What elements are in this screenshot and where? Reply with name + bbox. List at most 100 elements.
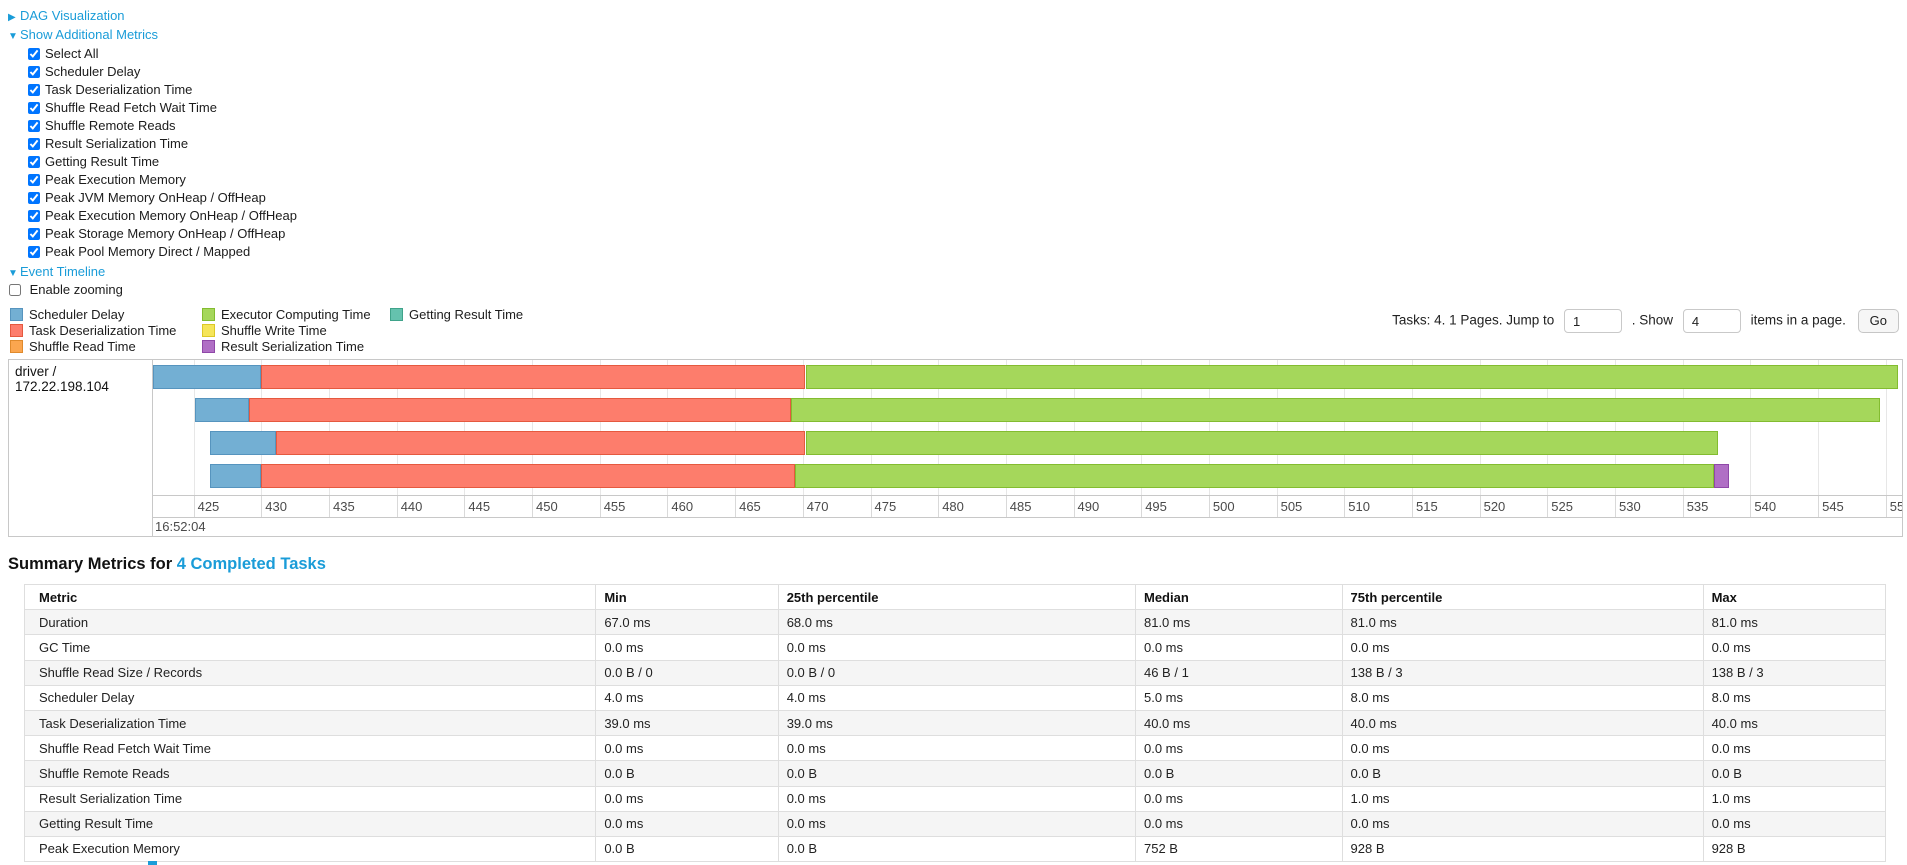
metric-checkbox-shuffle-remote-reads[interactable] (28, 120, 40, 132)
plot-gridline (1885, 360, 1887, 495)
metric-value-cell: 0.0 ms (1341, 735, 1704, 762)
legend-label: Getting Result Time (409, 307, 524, 322)
summary-table-row: Scheduler Delay 4.0 ms 4.0 ms 5.0 ms 8.0 ms 8… (23, 684, 1887, 711)
axis-tick-label: 470 (806, 499, 829, 514)
task-bar-segment-task-deserialization[interactable] (261, 365, 806, 389)
task-bar-segment-scheduler-delay[interactable] (153, 365, 262, 389)
task-bar-segment-scheduler-delay[interactable] (195, 398, 250, 422)
metric-checkbox-getting-result-time[interactable] (28, 156, 40, 168)
task-bar-segment-executor-computing[interactable] (794, 464, 1714, 488)
legend-label: Shuffle Read Time (29, 339, 136, 354)
metric-value-cell: 752 B (1134, 835, 1343, 863)
task-bar-segment-scheduler-delay[interactable] (209, 431, 277, 455)
metric-value-cell: 138 B / 3 (1341, 659, 1704, 686)
axis-tick (1615, 496, 1616, 517)
metric-value-cell: 8.0 ms (1702, 684, 1887, 711)
metric-name-cell: Scheduler Delay (23, 684, 597, 711)
time-major-label: 16:52:04 (155, 519, 206, 534)
summary-table-row: Shuffle Remote Reads 0.0 B 0.0 B 0.0 B 0.0 B… (23, 760, 1887, 787)
metric-checkbox-peak-execution-memory-onheap-offheap[interactable] (28, 210, 40, 222)
summary-table-row: Duration 67.0 ms 68.0 ms 81.0 ms 81.0 ms 81.0… (23, 609, 1887, 636)
plot-gridline (802, 360, 804, 495)
additional-metrics-list: Select All Scheduler Delay Task Deserializ… (28, 45, 1907, 261)
axis-tick-label: 475 (874, 499, 897, 514)
metric-checkbox-label: Shuffle Read Fetch Wait Time (45, 100, 217, 115)
axis-tick-label: 530 (1619, 499, 1641, 514)
metric-value-cell: 0.0 ms (1341, 634, 1704, 661)
metric-value-cell: 0.0 ms (595, 735, 779, 762)
metric-checkbox-peak-jvm-memory-onheap-offheap[interactable] (28, 192, 40, 204)
metric-value-cell: 0.0 ms (1134, 785, 1343, 812)
metric-name-cell: Peak Execution Memory (23, 835, 597, 863)
metric-checkbox-task-deserialization-time[interactable] (28, 84, 40, 96)
axis-tick (1073, 496, 1075, 517)
legend-label: Executor Computing Time (221, 307, 371, 322)
plot-gridline (1818, 360, 1820, 495)
completed-tasks-link[interactable]: 4 Completed Tasks (176, 555, 326, 573)
cropped-next-section-link (148, 861, 157, 865)
axis-tick-label: 480 (942, 499, 964, 514)
metric-value-cell: 0.0 ms (1702, 634, 1887, 661)
metric-value-cell: 67.0 ms (595, 609, 779, 636)
metric-checkbox-peak-pool-memory-direct-mapped[interactable] (28, 246, 40, 258)
expand-arrow-icon: ▼ (8, 268, 18, 279)
axis-tick (599, 496, 601, 517)
axis-tick-label: 525 (1551, 499, 1573, 514)
metric-value-cell: 4.0 ms (595, 684, 779, 711)
legend-column: Getting Result Time (390, 307, 523, 323)
plot-gridline (599, 360, 601, 495)
axis-tick (802, 496, 804, 517)
enable-zooming-label: Enable zooming (29, 282, 123, 297)
metric-checkbox-peak-storage-memory-onheap-offheap[interactable] (28, 228, 40, 240)
summary-metrics-table: Metric Min 25th percentile Median 75th perce… (23, 583, 1887, 863)
plot-gridline (870, 360, 872, 495)
metric-value-cell: 40.0 ms (1702, 709, 1887, 737)
metric-option-row: Result Serialization Time (28, 135, 1907, 153)
metric-value-cell: 5.0 ms (1134, 684, 1343, 711)
legend-item-result-serialization: Result Serialization Time (202, 339, 371, 354)
metric-value-cell: 0.0 ms (777, 735, 1136, 762)
scheduler-delay-swatch-icon (10, 308, 23, 321)
task-bar-segment-executor-computing[interactable] (790, 398, 1881, 422)
task-bar-segment-task-deserialization[interactable] (261, 464, 795, 488)
go-button[interactable]: Go (1857, 309, 1899, 333)
metric-value-cell: 928 B (1702, 835, 1887, 863)
axis-line (153, 495, 1902, 496)
metric-value-cell: 40.0 ms (1134, 709, 1343, 737)
axis-tick-label: 540 (1754, 499, 1777, 514)
dag-visualization-link[interactable]: DAG Visualization (20, 8, 125, 23)
metric-option-row: Select All (28, 45, 1907, 63)
summary-col-header-metric: Metric (23, 583, 597, 611)
task-bar-segment-scheduler-delay[interactable] (209, 464, 262, 488)
summary-col-header-min: Min (595, 583, 779, 611)
show-additional-metrics-link[interactable]: Show Additional Metrics (20, 27, 159, 42)
plot-gridline (1276, 360, 1278, 495)
metric-checkbox-shuffle-read-fetch-wait-time[interactable] (28, 102, 40, 114)
collapse-arrow-icon: ▶ (8, 12, 16, 23)
metric-value-cell: 0.0 B / 0 (595, 659, 779, 686)
task-bar-segment-executor-computing[interactable] (805, 431, 1718, 455)
task-bar-segment-result-serialization[interactable] (1713, 464, 1729, 488)
metric-value-cell: 4.0 ms (777, 684, 1136, 711)
metric-checkbox-result-serialization-time[interactable] (28, 138, 40, 150)
event-timeline-link[interactable]: Event Timeline (20, 264, 106, 279)
metric-value-cell: 0.0 ms (1134, 634, 1343, 661)
plot-gridline (329, 360, 330, 495)
getting-result-swatch-icon (390, 308, 403, 321)
axis-tick-label: 455 (603, 499, 626, 514)
items-per-page-input[interactable] (1682, 309, 1741, 333)
metric-checkbox-select-all[interactable] (28, 48, 40, 60)
axis-tick (1208, 496, 1210, 517)
enable-zooming-checkbox[interactable] (9, 284, 21, 296)
task-pagination: Tasks: 4. 1 Pages. Jump to . Show items … (1392, 309, 1899, 333)
metric-checkbox-scheduler-delay[interactable] (28, 66, 40, 78)
axis-tick (1412, 496, 1413, 517)
metric-value-cell: 0.0 B (595, 760, 779, 787)
jump-to-page-input[interactable] (1564, 309, 1622, 333)
task-bar-segment-task-deserialization[interactable] (249, 398, 791, 422)
axis-tick-label: 465 (739, 499, 761, 514)
metric-checkbox-label: Peak Pool Memory Direct / Mapped (45, 244, 251, 259)
task-bar-segment-task-deserialization[interactable] (276, 431, 806, 455)
task-bar-segment-executor-computing[interactable] (805, 365, 1898, 389)
metric-checkbox-peak-execution-memory[interactable] (28, 174, 40, 186)
